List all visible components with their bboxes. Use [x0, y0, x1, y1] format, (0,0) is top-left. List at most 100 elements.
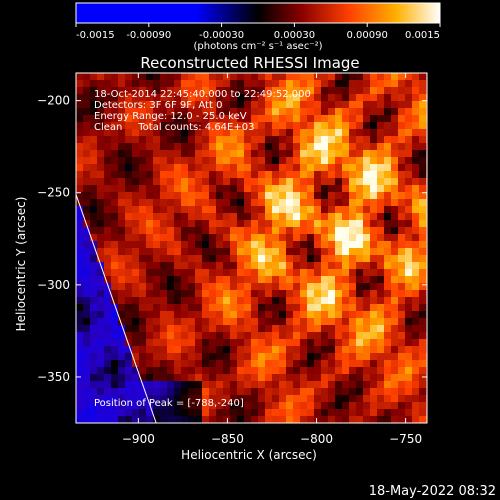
- heatmap-cell: [174, 339, 182, 347]
- heatmap-cell: [307, 409, 315, 417]
- heatmap-cell: [272, 360, 280, 368]
- heatmap-cell: [349, 234, 357, 242]
- heatmap-cell: [293, 325, 301, 333]
- heatmap-cell: [370, 269, 378, 277]
- heatmap-cell: [174, 220, 182, 228]
- heatmap-cell: [195, 94, 203, 102]
- heatmap-cell: [209, 269, 217, 277]
- heatmap-cell: [370, 213, 378, 221]
- heatmap-cell: [160, 101, 168, 109]
- heatmap-cell: [377, 374, 385, 382]
- heatmap-cell: [377, 206, 385, 214]
- heatmap-cell: [181, 269, 189, 277]
- heatmap-cell: [272, 143, 280, 151]
- heatmap-cell: [132, 220, 140, 228]
- heatmap-cell: [272, 220, 280, 228]
- heatmap-cell: [160, 318, 168, 326]
- heatmap-cell: [293, 332, 301, 340]
- heatmap-cell: [209, 367, 217, 375]
- heatmap-cell: [139, 374, 147, 382]
- heatmap-cell: [83, 129, 91, 137]
- heatmap-cell: [181, 164, 189, 172]
- heatmap-cell: [167, 80, 175, 88]
- heatmap-cell: [342, 353, 350, 361]
- heatmap-cell: [230, 402, 238, 410]
- heatmap-cell: [251, 227, 259, 235]
- heatmap-cell: [272, 297, 280, 305]
- heatmap-cell: [405, 276, 413, 284]
- heatmap-cell: [398, 374, 406, 382]
- heatmap-cell: [118, 402, 126, 410]
- heatmap-cell: [202, 185, 210, 193]
- heatmap-cell: [195, 262, 203, 270]
- heatmap-cell: [398, 402, 406, 410]
- heatmap-cell: [293, 192, 301, 200]
- heatmap-cell: [258, 206, 266, 214]
- heatmap-cell: [335, 122, 343, 130]
- heatmap-cell: [391, 73, 399, 81]
- heatmap-cell: [251, 108, 259, 116]
- heatmap-cell: [202, 143, 210, 151]
- heatmap-cell: [118, 115, 126, 123]
- heatmap-cell: [97, 101, 105, 109]
- heatmap-cell: [363, 129, 371, 137]
- heatmap-cell: [167, 108, 175, 116]
- heatmap-cell: [356, 241, 364, 249]
- heatmap-cell: [132, 143, 140, 151]
- heatmap-cell: [370, 395, 378, 403]
- heatmap-cell: [111, 248, 119, 256]
- heatmap-cell: [335, 374, 343, 382]
- heatmap-cell: [244, 339, 252, 347]
- heatmap-cell: [265, 395, 273, 403]
- heatmap-cell: [314, 381, 322, 389]
- heatmap-cell: [391, 94, 399, 102]
- heatmap-cell: [132, 332, 140, 340]
- heatmap-cell: [174, 227, 182, 235]
- heatmap-cell: [293, 297, 301, 305]
- heatmap-cell: [412, 318, 420, 326]
- heatmap-cell: [328, 136, 336, 144]
- heatmap-cell: [97, 332, 105, 340]
- heatmap-cell: [90, 171, 98, 179]
- colorbar-unit-label: (photons cm⁻² s⁻¹ asec⁻²): [193, 41, 322, 52]
- heatmap-cell: [230, 318, 238, 326]
- heatmap-cell: [216, 360, 224, 368]
- heatmap-cell: [342, 339, 350, 347]
- heatmap-cell: [104, 227, 112, 235]
- heatmap-cell: [412, 227, 420, 235]
- heatmap-cell: [279, 346, 287, 354]
- heatmap-cell: [405, 94, 413, 102]
- heatmap-cell: [174, 311, 182, 319]
- heatmap-cell: [76, 185, 84, 193]
- heatmap-cell: [125, 178, 133, 186]
- heatmap-cell: [223, 108, 231, 116]
- heatmap-cell: [167, 115, 175, 123]
- heatmap-cell: [76, 325, 84, 333]
- heatmap-cell: [83, 150, 91, 158]
- heatmap-cell: [286, 283, 294, 291]
- heatmap-cell: [160, 339, 168, 347]
- heatmap-cell: [384, 283, 392, 291]
- heatmap-cell: [258, 297, 266, 305]
- heatmap-cell: [384, 241, 392, 249]
- heatmap-cell: [139, 325, 147, 333]
- heatmap-cell: [300, 283, 308, 291]
- y-tick-label: −200: [37, 94, 70, 108]
- heatmap-cell: [300, 409, 308, 417]
- heatmap-cell: [391, 290, 399, 298]
- heatmap-cell: [356, 150, 364, 158]
- heatmap-cell: [104, 332, 112, 340]
- heatmap-cell: [181, 388, 189, 396]
- heatmap-cell: [398, 143, 406, 151]
- heatmap-cell: [83, 80, 91, 88]
- heatmap-cell: [104, 290, 112, 298]
- heatmap-cell: [223, 234, 231, 242]
- heatmap-cell: [342, 346, 350, 354]
- heatmap-cell: [251, 311, 259, 319]
- heatmap-cell: [181, 262, 189, 270]
- heatmap-cell: [321, 353, 329, 361]
- heatmap-cell: [216, 325, 224, 333]
- heatmap-cell: [244, 73, 252, 81]
- heatmap-cell: [237, 409, 245, 417]
- heatmap-cell: [90, 374, 98, 382]
